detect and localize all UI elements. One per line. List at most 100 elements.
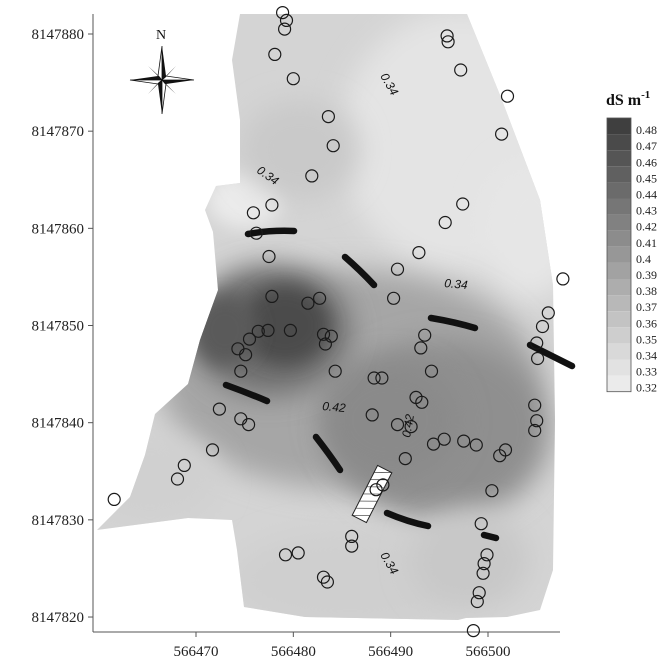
legend-value: 0.35 <box>636 332 657 346</box>
y-tick-label: 8147830 <box>32 513 85 529</box>
legend-value: 0.34 <box>636 348 657 362</box>
axes-frame <box>92 14 560 633</box>
sample-point <box>305 169 319 183</box>
legend-value: 0.33 <box>636 365 657 379</box>
sample-point <box>365 408 379 422</box>
sample-point <box>441 35 455 49</box>
sample-point <box>283 323 297 337</box>
y-tick-label: 8147850 <box>32 319 85 335</box>
legend-value: 0.36 <box>636 316 657 330</box>
drain-lines <box>222 227 576 542</box>
legend-unit: dS m-1 <box>606 89 650 109</box>
sample-point <box>477 556 491 571</box>
sample-point <box>251 324 265 338</box>
sample-point <box>249 226 263 240</box>
sample-point <box>170 472 185 486</box>
y-tick-label: 8147870 <box>32 124 85 140</box>
sample-point <box>279 13 294 27</box>
drain-line <box>312 433 344 474</box>
sample-point <box>345 529 359 544</box>
sample-point <box>466 623 480 638</box>
sample-point <box>470 594 484 609</box>
legend-value: 0.47 <box>636 139 657 153</box>
sample-point <box>286 72 300 86</box>
sample-point <box>268 47 282 62</box>
legend-value: 0.46 <box>636 155 657 169</box>
sample-point <box>415 395 429 409</box>
sample-point <box>278 22 292 36</box>
legend-swatch <box>607 134 631 151</box>
legend-value: 0.44 <box>636 187 657 201</box>
legend-value: 0.48 <box>636 123 657 137</box>
contour-label: 0.42 <box>322 399 347 415</box>
drain-line <box>222 381 271 405</box>
legend-swatch <box>607 118 631 135</box>
sample-point <box>424 364 439 378</box>
sample-point <box>291 546 305 560</box>
sample-point <box>212 402 226 416</box>
sample-point <box>474 517 488 531</box>
sample-points <box>107 6 570 638</box>
sample-point <box>535 319 550 334</box>
drain-line <box>427 314 479 332</box>
legend-value: 0.32 <box>636 381 657 395</box>
sample-point <box>390 262 405 276</box>
sample-point <box>376 478 390 492</box>
sample-point <box>242 332 257 346</box>
legend: dS m-1 0.48 0.47 0.46 0.45 0.44 0.43 0.42 0.41 0… <box>606 89 657 395</box>
sample-point <box>485 484 499 498</box>
legend-swatch <box>607 343 631 360</box>
legend-value: 0.41 <box>636 236 657 250</box>
x-tick-label: 566500 <box>465 644 510 660</box>
sample-point <box>345 539 359 553</box>
sample-point <box>498 443 513 457</box>
sample-point <box>530 351 545 366</box>
legend-value: 0.43 <box>636 204 657 218</box>
sample-point <box>177 458 191 472</box>
sample-point <box>530 336 544 350</box>
sample-point <box>404 420 418 434</box>
sample-point <box>246 206 260 220</box>
sample-point <box>476 566 490 580</box>
y-tick-label: 8147840 <box>32 416 85 432</box>
north-label: N <box>156 28 166 43</box>
sample-point <box>438 215 452 230</box>
sample-point <box>412 246 426 260</box>
legend-value: 0.38 <box>636 284 657 298</box>
sample-point <box>321 109 335 124</box>
sample-point <box>528 423 542 438</box>
legend-swatch <box>607 359 631 376</box>
sample-point <box>437 432 451 446</box>
sample-point <box>469 438 483 452</box>
sample-point <box>480 548 494 562</box>
x-tick-label: 566480 <box>271 644 316 660</box>
sample-point <box>313 291 327 305</box>
sample-point <box>262 249 276 264</box>
sample-point <box>242 418 256 432</box>
y-tick-label: 8147880 <box>32 27 85 43</box>
sample-point <box>530 414 544 428</box>
sample-point <box>316 327 331 341</box>
y-axis: 8147820 8147830 8147840 8147850 8147860 81478… <box>32 27 93 626</box>
legend-value: 0.39 <box>636 268 657 282</box>
drain-line <box>341 253 378 289</box>
sample-point <box>390 418 405 432</box>
sample-point <box>107 492 121 506</box>
legend-value: 0.42 <box>636 220 657 234</box>
sample-point <box>276 6 290 20</box>
legend-swatch <box>607 279 631 296</box>
sample-point <box>320 575 334 589</box>
legend-value: 0.4 <box>636 252 651 266</box>
y-tick-label: 8147820 <box>32 610 85 626</box>
sample-point <box>398 452 412 466</box>
sample-point <box>556 272 570 286</box>
drain-line <box>244 227 298 238</box>
sample-point <box>457 434 471 448</box>
sample-point <box>265 289 279 303</box>
drain-line <box>526 341 576 370</box>
legend-swatch <box>607 198 631 215</box>
legend-swatch <box>607 262 631 279</box>
sample-point <box>414 341 428 355</box>
sample-point <box>454 63 468 77</box>
sample-point <box>375 371 389 385</box>
